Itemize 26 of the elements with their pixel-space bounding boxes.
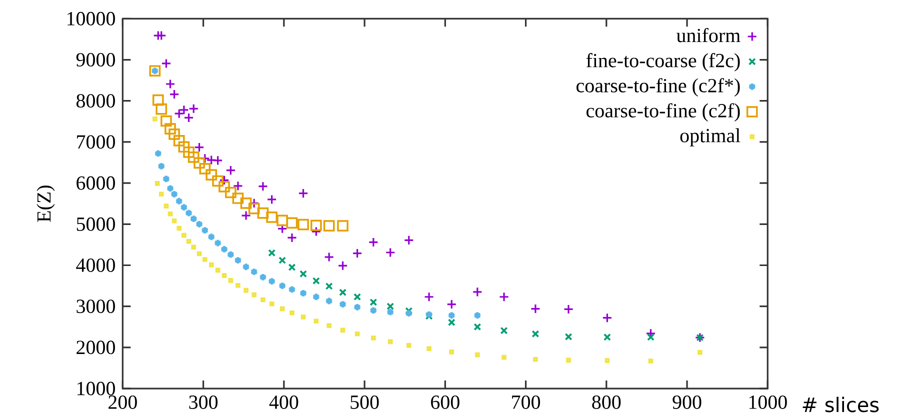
y-tick-label: 10000 — [68, 12, 115, 26]
x-tick-label: 1000 — [749, 395, 787, 409]
x-tick-label: 400 — [269, 395, 298, 409]
x-tick-label: 300 — [189, 395, 218, 409]
y-tick-label: 6000 — [76, 176, 115, 190]
y-tick-label: 2000 — [76, 340, 115, 354]
x-tick-label: 200 — [108, 395, 137, 409]
y-tick-label: 5000 — [76, 217, 115, 231]
x-tick-label: 900 — [672, 395, 702, 409]
y-tick-label: 7000 — [77, 135, 115, 149]
x-tick-label: 800 — [592, 395, 621, 409]
y-tick-label: 8000 — [76, 94, 115, 108]
legend-label: uniform — [676, 28, 740, 42]
x-tick-label: 600 — [431, 395, 460, 409]
x-tick-label: 700 — [512, 395, 540, 409]
y-tick-label: 1000 — [78, 382, 115, 396]
legend-label: optimal — [680, 128, 740, 146]
x-axis-title: # slices — [802, 396, 879, 412]
y-tick-label: 3000 — [76, 300, 115, 314]
y-axis-title: E(Z) — [36, 186, 55, 222]
x-tick-label: 500 — [350, 395, 379, 409]
y-tick-label: 4000 — [76, 258, 115, 272]
legend-label: coarse-to-fine (c2f) — [586, 103, 740, 122]
legend-label: fine-to-coarse (f2c) — [586, 53, 740, 72]
legend-label: coarse-to-fine (c2f*) — [576, 78, 740, 96]
y-tick-label: 9000 — [76, 53, 115, 67]
